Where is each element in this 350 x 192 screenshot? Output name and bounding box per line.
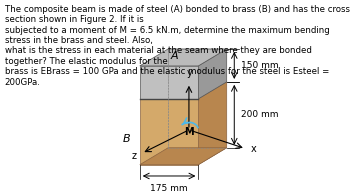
Text: 175 mm: 175 mm bbox=[150, 184, 188, 192]
Text: x: x bbox=[250, 144, 256, 154]
Polygon shape bbox=[140, 99, 198, 165]
Text: The composite beam is made of steel (A) bonded to brass (B) and has the cross se: The composite beam is made of steel (A) … bbox=[5, 5, 350, 87]
Polygon shape bbox=[140, 148, 227, 165]
Text: 200 mm: 200 mm bbox=[241, 110, 278, 119]
Polygon shape bbox=[198, 49, 227, 99]
Text: B: B bbox=[123, 134, 130, 144]
Polygon shape bbox=[198, 82, 227, 165]
Polygon shape bbox=[140, 66, 198, 99]
Text: z: z bbox=[132, 151, 137, 161]
Polygon shape bbox=[140, 49, 227, 66]
Text: 150 mm: 150 mm bbox=[241, 61, 279, 70]
Text: y: y bbox=[187, 68, 193, 78]
Text: M: M bbox=[184, 127, 194, 137]
Text: A: A bbox=[171, 51, 178, 61]
